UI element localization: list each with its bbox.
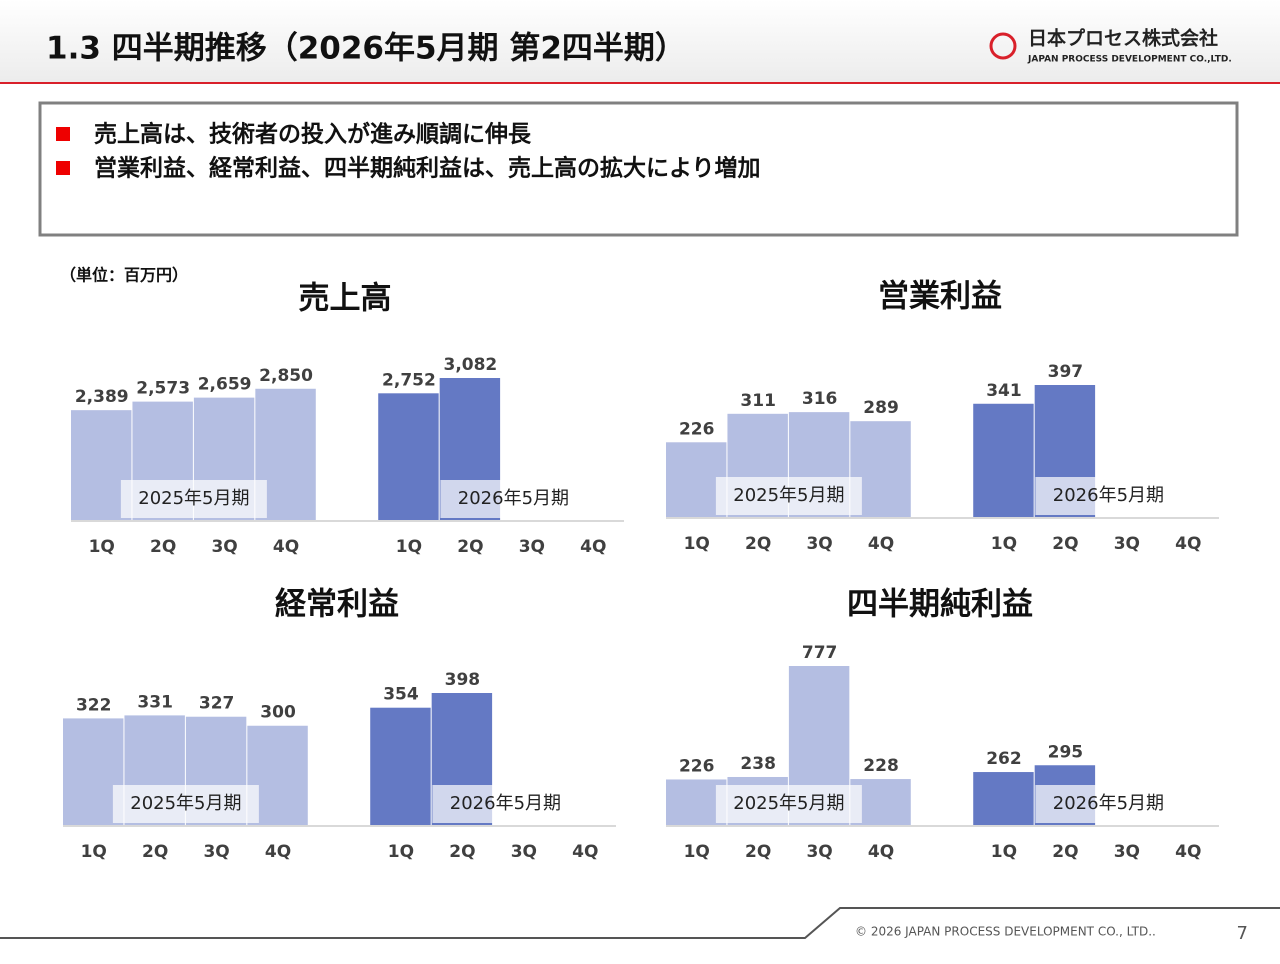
data-label: 2,389 (75, 387, 129, 407)
x-tick-label: 1Q (396, 537, 422, 557)
slide-title: 1.3 四半期推移（2026年5月期 第2四半期） (46, 31, 686, 67)
bar (973, 403, 1034, 518)
data-label: 262 (986, 749, 1022, 769)
footer-rule (0, 907, 1280, 939)
legend-box (120, 480, 267, 518)
data-label: 2,573 (136, 379, 190, 399)
x-tick-label: 1Q (684, 534, 710, 554)
x-tick-label: 2Q (745, 842, 771, 862)
page-number: 7 (1237, 923, 1248, 944)
x-tick-label: 2Q (449, 842, 475, 862)
x-tick-label: 4Q (1175, 842, 1201, 862)
x-tick-label: 3Q (806, 534, 832, 554)
x-tick-label: 4Q (868, 842, 894, 862)
chart-title: 営業利益 (878, 279, 1002, 315)
header-bg (0, 0, 1280, 82)
x-tick-label: 1Q (81, 842, 107, 862)
data-label: 289 (863, 398, 899, 418)
x-tick-label: 1Q (89, 537, 115, 557)
data-label: 226 (679, 756, 715, 776)
bullet-marker (56, 127, 70, 141)
x-tick-label: 2Q (150, 537, 176, 557)
x-tick-label: 1Q (684, 842, 710, 862)
x-tick-label: 3Q (203, 842, 229, 862)
bar (370, 707, 431, 826)
x-tick-label: 2Q (745, 534, 771, 554)
series-label: 2025年5月期 (130, 793, 241, 814)
data-label: 331 (137, 692, 173, 712)
data-label: 228 (863, 756, 899, 776)
data-label: 300 (260, 703, 296, 723)
data-label: 316 (802, 389, 838, 409)
legend-box (1035, 477, 1182, 515)
data-label: 311 (740, 391, 776, 411)
bullet-marker (56, 161, 70, 175)
x-tick-label: 3Q (1114, 534, 1140, 554)
legend-box (715, 785, 862, 823)
bar (378, 393, 439, 521)
series-label: 2025年5月期 (733, 485, 844, 506)
legend-box (715, 477, 862, 515)
x-tick-label: 3Q (511, 842, 537, 862)
data-label: 2,659 (198, 375, 252, 395)
x-tick-label: 3Q (519, 537, 545, 557)
data-label: 2,752 (382, 370, 436, 390)
unit-label: （単位：百万円） (60, 266, 188, 285)
x-tick-label: 4Q (273, 537, 299, 557)
x-tick-label: 4Q (1175, 534, 1201, 554)
bullet: 売上高は、技術者の投入が進み順調に伸長 (94, 121, 532, 148)
chart-title: 売上高 (299, 281, 392, 317)
legend-box (112, 785, 259, 823)
series-label: 2025年5月期 (733, 793, 844, 814)
data-label: 3,082 (443, 355, 497, 375)
series-label: 2025年5月期 (138, 488, 249, 509)
legend-box (432, 785, 579, 823)
data-label: 354 (383, 685, 419, 705)
legend-box (440, 480, 587, 518)
copyright: © 2026 JAPAN PROCESS DEVELOPMENT CO., LT… (855, 925, 1156, 939)
data-label: 226 (679, 419, 715, 439)
x-tick-label: 1Q (991, 534, 1017, 554)
chart-title: 四半期純利益 (847, 587, 1033, 623)
x-tick-label: 3Q (1114, 842, 1140, 862)
company-name: 日本プロセス株式会社 (1028, 27, 1218, 50)
bullet: 営業利益、経常利益、四半期純利益は、売上高の拡大により増加 (94, 155, 761, 182)
series-label: 2026年5月期 (458, 488, 569, 509)
x-tick-label: 1Q (388, 842, 414, 862)
data-label: 397 (1048, 362, 1084, 382)
data-label: 327 (199, 694, 235, 714)
x-tick-label: 1Q (991, 842, 1017, 862)
x-tick-label: 4Q (868, 534, 894, 554)
chart-title: 経常利益 (275, 587, 399, 623)
series-label: 2026年5月期 (1053, 485, 1164, 506)
x-tick-label: 4Q (265, 842, 291, 862)
legend-box (1035, 785, 1182, 823)
logo-mark (989, 32, 1017, 60)
data-label: 777 (802, 643, 838, 663)
data-label: 238 (740, 754, 776, 774)
x-tick-label: 4Q (572, 842, 598, 862)
bar (973, 772, 1034, 826)
x-tick-label: 2Q (1052, 534, 1078, 554)
logo: 日本プロセス株式会社 JAPAN PROCESS DEVELOPMENT CO.… (989, 27, 1232, 65)
data-label: 398 (445, 670, 481, 690)
series-label: 2026年5月期 (1053, 793, 1164, 814)
data-label: 295 (1048, 742, 1084, 762)
x-tick-label: 3Q (806, 842, 832, 862)
data-label: 322 (76, 695, 112, 715)
data-label: 341 (986, 381, 1022, 401)
x-tick-label: 3Q (211, 537, 237, 557)
x-tick-label: 2Q (1052, 842, 1078, 862)
x-tick-label: 2Q (142, 842, 168, 862)
x-tick-label: 2Q (457, 537, 483, 557)
data-label: 2,850 (259, 366, 313, 386)
summary-box (38, 101, 1239, 237)
series-label: 2026年5月期 (450, 793, 561, 814)
company-name-en: JAPAN PROCESS DEVELOPMENT CO.,LTD. (1027, 55, 1232, 65)
x-tick-label: 4Q (580, 537, 606, 557)
